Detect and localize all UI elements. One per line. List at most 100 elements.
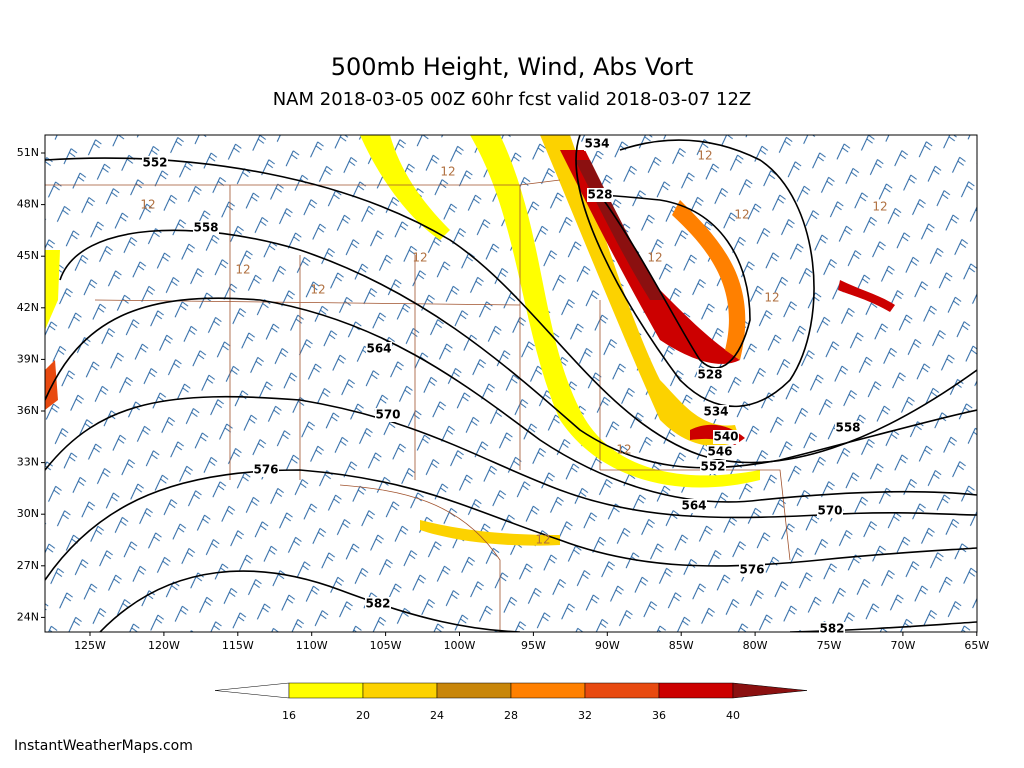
lon-label: 90W — [595, 639, 620, 652]
colorbar-label: 24 — [430, 709, 444, 722]
lat-label: 33N — [17, 456, 39, 469]
vort-label: 12 — [872, 200, 887, 214]
colorbar-segment — [658, 682, 734, 699]
height-label: 576 — [739, 563, 764, 577]
height-label: 528 — [697, 368, 722, 382]
vort-label: 12 — [734, 208, 749, 222]
lon-label: 125W — [74, 639, 106, 652]
colorbar-segment — [510, 682, 586, 699]
height-label: 564 — [681, 499, 706, 513]
label-bg — [707, 445, 733, 459]
height-label: 558 — [835, 421, 860, 435]
colorbar-label: 32 — [578, 709, 592, 722]
lon-label: 75W — [817, 639, 842, 652]
height-label: 582 — [819, 622, 844, 636]
vort-core — [838, 280, 895, 312]
height-label: 540 — [713, 430, 738, 444]
colorbar-segment — [732, 682, 808, 699]
vort-band — [540, 135, 740, 446]
title: 500mb Height, Wind, Abs Vort — [331, 53, 694, 81]
lat-label: 36N — [17, 404, 39, 417]
vort-band — [420, 520, 560, 546]
vort-label: 12 — [310, 283, 325, 297]
colorbar-segment — [288, 682, 364, 699]
height-label: 528 — [587, 188, 612, 202]
height-label: 552 — [142, 156, 167, 170]
lon-label: 80W — [743, 639, 768, 652]
label-bg — [142, 156, 168, 170]
label-bg — [681, 499, 707, 513]
height-label: 582 — [365, 597, 390, 611]
vort-label: 12 — [535, 533, 550, 547]
vort-label: 12 — [440, 165, 455, 179]
vort-label: 12 — [647, 251, 662, 265]
vort-label: 12 — [140, 198, 155, 212]
vort-band — [360, 135, 450, 240]
lon-label: 105W — [370, 639, 402, 652]
height-label: 534 — [584, 137, 609, 151]
label-bg — [365, 597, 391, 611]
lon-label: 65W — [964, 639, 989, 652]
label-bg — [700, 460, 726, 474]
footer: InstantWeatherMaps.com — [14, 738, 193, 754]
vort-band — [470, 135, 760, 488]
height-label: 552 — [700, 460, 725, 474]
label-bg — [703, 405, 729, 419]
height-label: 558 — [193, 221, 218, 235]
labels: 51N 48N 45N 42N 39N 36N 33N 30N 27N 24N 125W 120W 11… — [17, 137, 990, 653]
label-bg — [713, 430, 739, 444]
height-label: 564 — [366, 342, 391, 356]
lat-label: 24N — [17, 610, 39, 623]
vort-label: 12 — [412, 251, 427, 265]
height-contours — [45, 135, 977, 632]
borders — [45, 179, 791, 632]
label-bg — [366, 342, 392, 356]
colorbar-segment — [584, 682, 660, 699]
lat-label: 42N — [17, 301, 39, 314]
lon-label: 95W — [521, 639, 546, 652]
label-bg — [375, 408, 401, 422]
colorbar-segment — [362, 682, 438, 699]
colorbar: 16 20 24 28 32 36 40 — [214, 682, 808, 722]
subtitle: NAM 2018-03-05 00Z 60hr fcst valid 2018-… — [273, 89, 752, 110]
lat-label: 30N — [17, 507, 39, 520]
label-bg — [819, 622, 845, 636]
vort-band — [672, 200, 746, 360]
lat-label: 45N — [17, 249, 39, 262]
vort-label: 12 — [764, 291, 779, 305]
map-area — [45, 135, 977, 632]
colorbar-label: 36 — [652, 709, 666, 722]
colorbar-label: 28 — [504, 709, 518, 722]
label-bg — [697, 368, 723, 382]
lon-label: 70W — [890, 639, 915, 652]
label-bg — [587, 188, 613, 202]
vort-label: 12 — [235, 263, 250, 277]
lon-label: 100W — [444, 639, 476, 652]
lon-label: 110W — [296, 639, 328, 652]
lat-label: 51N — [17, 146, 39, 159]
lon-label: 85W — [669, 639, 694, 652]
label-bg — [584, 137, 610, 151]
lat-label: 27N — [17, 559, 39, 572]
label-bg — [817, 504, 843, 518]
label-bg — [835, 421, 861, 435]
colorbar-label: 40 — [726, 709, 740, 722]
height-label: 576 — [253, 463, 278, 477]
height-label: 570 — [817, 504, 842, 518]
height-label: 546 — [707, 445, 732, 459]
map-frame — [44, 134, 978, 633]
lat-label: 39N — [17, 352, 39, 365]
colorbar-label: 20 — [356, 709, 370, 722]
lon-label: 115W — [222, 639, 254, 652]
vort-label: 12 — [616, 443, 631, 457]
label-bg — [193, 221, 219, 235]
colorbar-segment — [214, 682, 290, 699]
height-label: 570 — [375, 408, 400, 422]
vort-band — [45, 250, 60, 330]
lat-label: 48N — [17, 198, 39, 211]
height-label: 534 — [703, 405, 728, 419]
colorbar-segment — [436, 682, 512, 699]
lon-label: 120W — [148, 639, 180, 652]
